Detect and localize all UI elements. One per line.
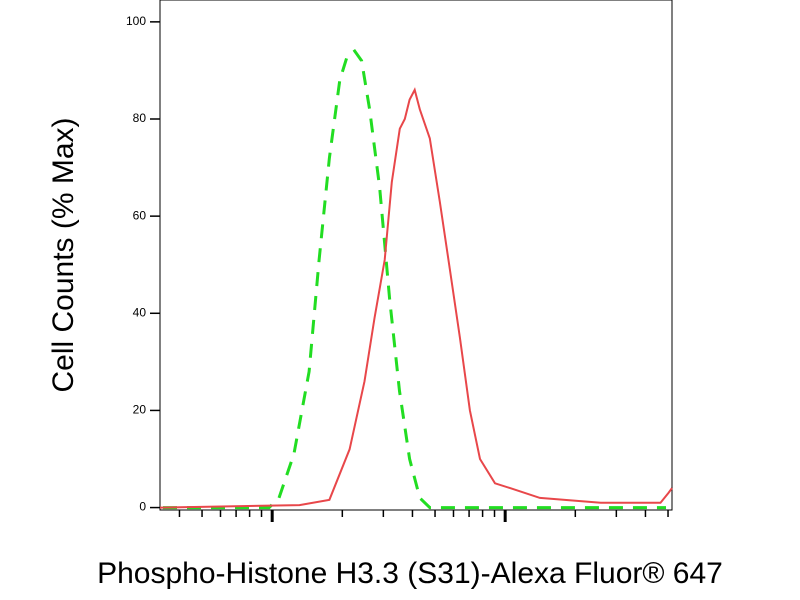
y-axis-label: Cell Counts (% Max) bbox=[47, 117, 80, 392]
y-tick-label: 80 bbox=[133, 111, 147, 125]
y-tick-label: 0 bbox=[139, 500, 146, 514]
plot-frame bbox=[159, 0, 673, 511]
x-axis-label: Phospho-Histone H3.3 (S31)-Alexa Fluor® … bbox=[97, 557, 723, 590]
y-tick-label: 40 bbox=[133, 305, 147, 319]
y-tick-label: 60 bbox=[133, 208, 147, 222]
series-line bbox=[163, 48, 666, 510]
y-tick-label: 20 bbox=[133, 403, 147, 417]
y-tick-label: 100 bbox=[126, 14, 146, 28]
series-line bbox=[159, 87, 673, 509]
